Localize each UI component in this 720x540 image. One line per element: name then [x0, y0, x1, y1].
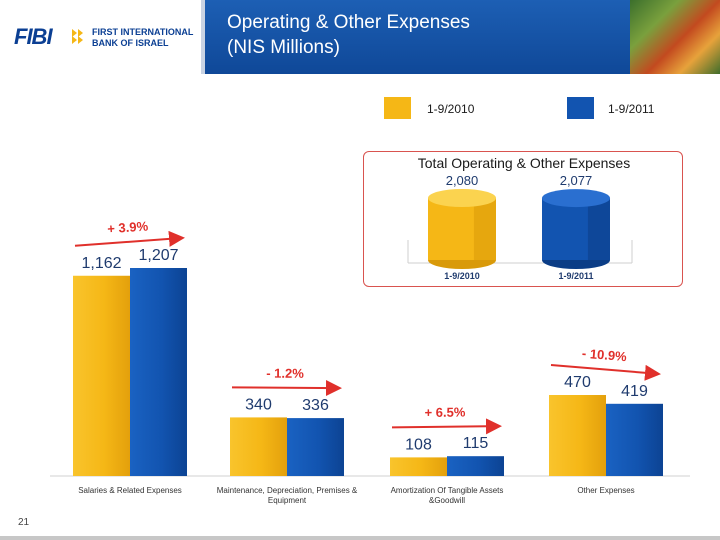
bar-2-0	[390, 457, 447, 476]
bar-value-label: 1,207	[138, 247, 178, 264]
inset-category-label: 1-9/2010	[444, 271, 480, 281]
bar-2-1	[447, 456, 504, 476]
title-line-1: Operating & Other Expenses	[227, 12, 470, 33]
legend-swatch-2010	[384, 97, 411, 119]
inset-category-label: 1-9/2011	[558, 271, 593, 281]
category-label: Amortization Of Tangible Assets &Goodwill	[391, 486, 504, 505]
bar-0-0	[73, 275, 130, 476]
inset-cylinder-0	[428, 189, 496, 269]
total-expenses-inset: Total Operating & Other Expenses 2,080 1-…	[363, 151, 683, 287]
header-band: Operating & Other Expenses (NIS Millions…	[205, 0, 630, 74]
change-arrow	[550, 364, 661, 381]
inset-cylinder-1	[542, 189, 610, 269]
inset-value-label: 2,080	[446, 173, 479, 188]
page-title: Operating & Other Expenses (NIS Millions…	[227, 10, 470, 60]
logo-mark-icon	[72, 29, 83, 44]
header-photo	[630, 0, 720, 74]
change-arrow	[231, 380, 342, 397]
logo-area: FIBI FIRST INTERNATIONAL BANK OF ISRAEL	[0, 0, 205, 74]
category-label: Other Expenses	[577, 486, 634, 495]
inset-value-label: 2,077	[560, 173, 593, 188]
bar-0-1	[130, 268, 187, 476]
logo-brand: FIBI	[14, 24, 53, 49]
bar-value-label: 419	[621, 383, 648, 400]
legend-swatch-2011	[567, 97, 594, 119]
bar-1-0	[230, 417, 287, 476]
category-label: Maintenance, Depreciation, Premises & Equ…	[217, 486, 358, 505]
change-arrow	[74, 230, 185, 247]
change-annotation: - 1.2%	[266, 366, 304, 381]
change-annotation: - 10.9%	[581, 346, 627, 365]
bar-1-1	[287, 418, 344, 476]
inset-title: Total Operating & Other Expenses	[417, 155, 631, 171]
title-line-2: (NIS Millions)	[227, 37, 340, 58]
category-label: Salaries & Related Expenses	[78, 486, 182, 495]
legend-label-2010: 1-9/2010	[427, 102, 475, 116]
change-annotation: + 6.5%	[424, 405, 465, 421]
bar-value-label: 108	[405, 436, 432, 453]
logo-line-1: FIRST INTERNATIONAL	[92, 27, 194, 37]
bar-value-label: 115	[463, 435, 489, 452]
legend-label-2011: 1-9/2011	[608, 102, 655, 116]
inset-bar-chart: 2,080 1-9/2010 2,077 1-9/2011	[407, 173, 633, 281]
bar-value-label: 340	[245, 396, 272, 413]
bottom-rule	[0, 536, 720, 540]
bar-value-label: 336	[302, 397, 329, 414]
change-annotation: + 3.9%	[107, 218, 149, 236]
bar-3-0	[549, 395, 606, 476]
change-arrow	[391, 418, 502, 435]
bar-value-label: 470	[564, 374, 591, 391]
bar-value-label: 1,162	[81, 255, 121, 272]
logo-line-2: BANK OF ISRAEL	[92, 38, 169, 48]
bar-3-1	[606, 403, 663, 476]
page-number: 21	[18, 517, 30, 528]
